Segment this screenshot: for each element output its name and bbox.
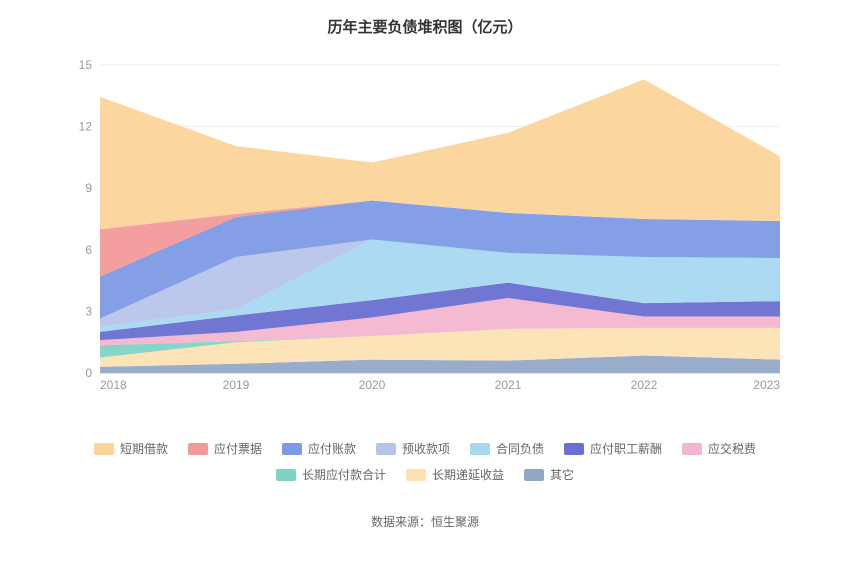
legend-label: 应付票据 <box>214 437 262 461</box>
legend-swatch <box>406 469 426 481</box>
x-tick-label: 2019 <box>223 378 250 392</box>
legend-swatch <box>276 469 296 481</box>
legend-label: 预收款项 <box>402 437 450 461</box>
legend-swatch <box>94 443 114 455</box>
x-tick-label: 2018 <box>100 378 127 392</box>
y-tick-label: 9 <box>85 181 92 195</box>
legend-item[interactable]: 应交税费 <box>682 437 756 461</box>
legend-label: 应交税费 <box>708 437 756 461</box>
y-tick-label: 0 <box>85 366 92 380</box>
legend-item[interactable]: 短期借款 <box>94 437 168 461</box>
y-tick-label: 6 <box>85 243 92 257</box>
legend-item[interactable]: 应付账款 <box>282 437 356 461</box>
chart-title: 历年主要负债堆积图（亿元） <box>0 0 850 37</box>
legend: 短期借款 应付票据 应付账款 预收款项 合同负债 应付职工薪酬 应交税费长期应付款合计 长期递… <box>60 437 790 489</box>
legend-item[interactable]: 合同负债 <box>470 437 544 461</box>
legend-label: 长期应付款合计 <box>302 463 386 487</box>
legend-item[interactable]: 其它 <box>524 463 574 487</box>
legend-item[interactable]: 应付票据 <box>188 437 262 461</box>
chart-plot-area: 0 3 6 9 12 15 2018 2019 2020 2021 2022 2023 <box>60 57 790 397</box>
x-tick-label: 2023 <box>753 378 780 392</box>
y-tick-label: 12 <box>79 120 93 134</box>
legend-label: 合同负债 <box>496 437 544 461</box>
legend-label: 应付账款 <box>308 437 356 461</box>
legend-swatch <box>682 443 702 455</box>
legend-label: 长期递延收益 <box>432 463 504 487</box>
legend-item[interactable]: 预收款项 <box>376 437 450 461</box>
legend-swatch <box>524 469 544 481</box>
x-tick-label: 2022 <box>631 378 658 392</box>
legend-swatch <box>188 443 208 455</box>
data-source: 数据来源：恒生聚源 <box>0 513 850 530</box>
legend-swatch <box>470 443 490 455</box>
legend-swatch <box>282 443 302 455</box>
legend-item[interactable]: 应付职工薪酬 <box>564 437 662 461</box>
legend-swatch <box>564 443 584 455</box>
legend-label: 应付职工薪酬 <box>590 437 662 461</box>
legend-item[interactable]: 长期应付款合计 <box>276 463 386 487</box>
x-tick-label: 2020 <box>359 378 386 392</box>
x-tick-label: 2021 <box>495 378 522 392</box>
y-tick-label: 15 <box>79 58 93 72</box>
y-tick-label: 3 <box>85 304 92 318</box>
legend-item[interactable]: 长期递延收益 <box>406 463 504 487</box>
legend-label: 短期借款 <box>120 437 168 461</box>
legend-label: 其它 <box>550 463 574 487</box>
legend-swatch <box>376 443 396 455</box>
stacked-area-chart: 0 3 6 9 12 15 2018 2019 2020 2021 2022 2023 <box>60 57 790 397</box>
